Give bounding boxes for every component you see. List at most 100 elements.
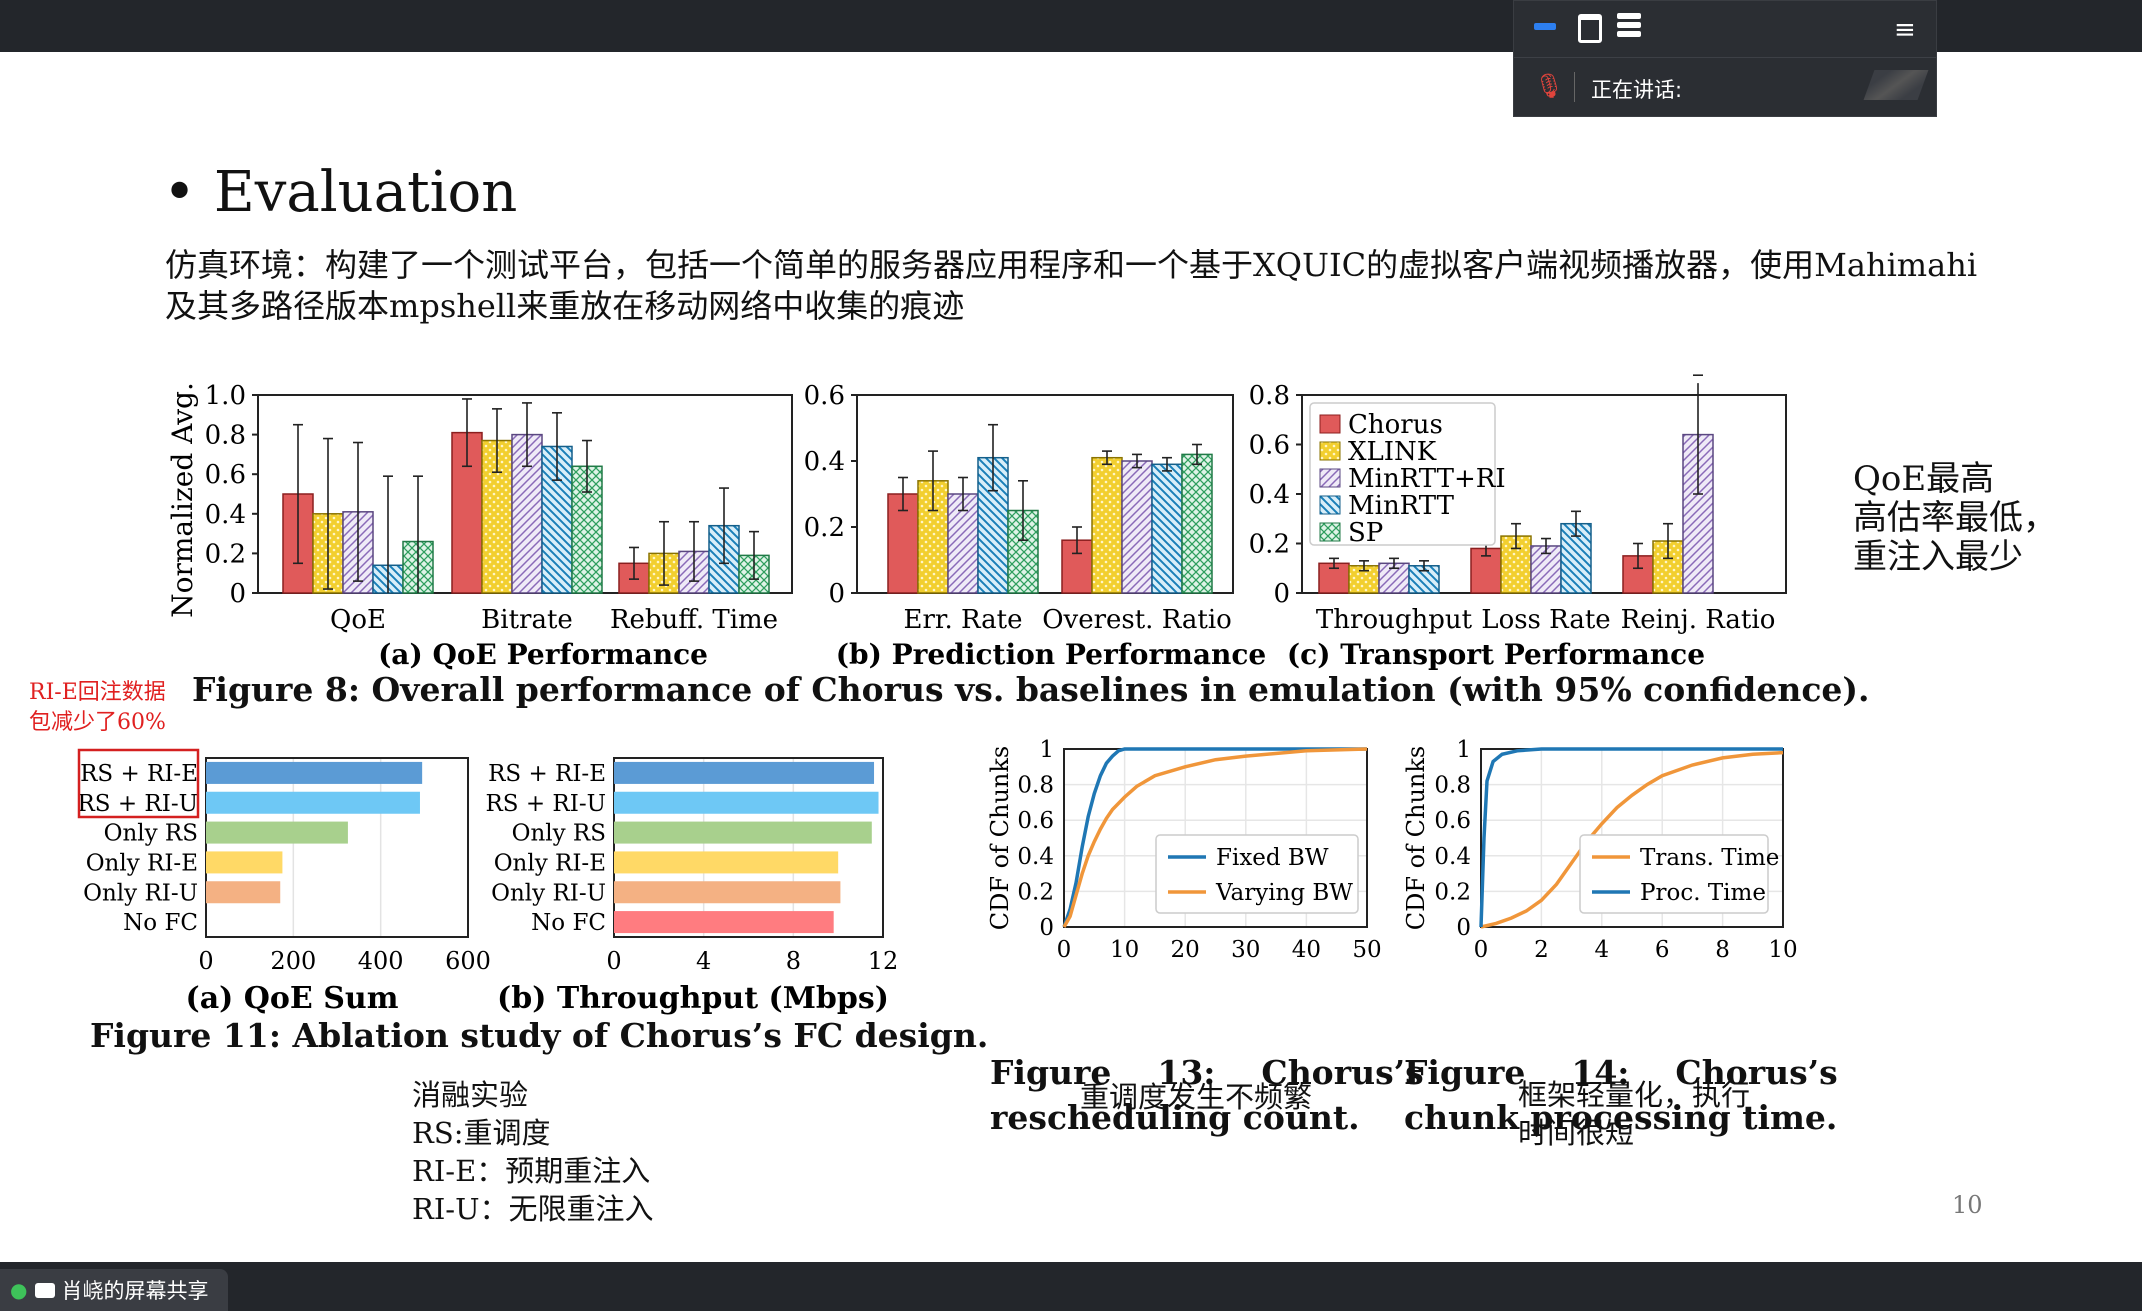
y-tick-label: 0.2 (1249, 530, 1290, 560)
legend-box (1155, 834, 1359, 914)
y-tick-label: 1.0 (205, 381, 246, 411)
fig11-b-subtitle: (b) Throughput (Mbps) (497, 981, 889, 1016)
x-category-label: Err. Rate (903, 605, 1022, 635)
y-category-label: No FC (123, 910, 198, 936)
y-tick-label: 0.2 (1434, 879, 1471, 905)
bar (618, 562, 650, 594)
y-category-label: Only RI-E (86, 850, 198, 876)
bar (678, 550, 710, 594)
legend-label: XLINK (1348, 437, 1437, 467)
legend-swatch (1319, 495, 1341, 515)
y-tick-label: 0.8 (1017, 773, 1054, 799)
legend-label: Trans. Time (1640, 845, 1779, 871)
x-tick-label: 600 (445, 947, 491, 975)
bar (1500, 535, 1532, 594)
x-tick-label: 8 (786, 947, 801, 975)
y-tick-label: 0.8 (205, 421, 246, 451)
meeting-bottom-bar (0, 1262, 2142, 1311)
plot-frame (1480, 748, 1784, 928)
y-tick-label: 1 (1039, 737, 1054, 763)
legend-label: Chorus (1348, 410, 1443, 440)
plot-frame (856, 394, 1234, 594)
bar (887, 493, 919, 594)
bar (1530, 545, 1562, 594)
bar (614, 851, 839, 874)
bar (402, 540, 434, 594)
bar (1121, 460, 1153, 594)
y-category-label: Only RI-E (494, 850, 606, 876)
y-tick-label: 0 (1039, 915, 1054, 941)
y-tick-label: 0.6 (1434, 808, 1471, 834)
screen-share-tab[interactable]: ● 肖峣的屏幕共享 (0, 1269, 228, 1311)
y-tick-label: 0.4 (804, 447, 845, 477)
bar (708, 524, 740, 594)
x-tick-label: 0 (606, 947, 621, 975)
y-tick-label: 0.8 (1434, 773, 1471, 799)
bar (977, 456, 1009, 594)
legend-box (1579, 834, 1769, 914)
plot-frame (205, 757, 469, 938)
fig8-c-subtitle: (c) Transport Performance (1287, 638, 1705, 671)
legend-label: SP (1348, 518, 1383, 548)
bar (282, 493, 314, 594)
bar (1470, 547, 1502, 594)
y-tick-label: 0.6 (1017, 808, 1054, 834)
y-category-label: Only RI-U (491, 880, 606, 906)
bar (1622, 555, 1654, 594)
bar (1318, 562, 1350, 594)
window-icon[interactable] (1578, 14, 1602, 43)
highlight-box (77, 748, 200, 819)
y-category-label: RS + RI-E (80, 761, 198, 787)
bar (312, 513, 344, 594)
bar (1091, 456, 1123, 594)
muted-mic-icon[interactable]: 🎙 (1534, 72, 1565, 100)
speaking-label: 正在讲话: (1591, 78, 1683, 102)
legend-label: Varying BW (1215, 880, 1353, 906)
fig13-caption: Figure 13: Chorus’s rescheduling count. (990, 1053, 1424, 1137)
bar (1408, 565, 1440, 594)
bar (614, 881, 841, 904)
bar (1061, 539, 1093, 594)
y-tick-label: 0.2 (804, 513, 845, 543)
legend-swatch (1319, 441, 1341, 461)
bar (1560, 522, 1592, 594)
x-category-label: Rebuff. Time (610, 605, 778, 635)
bar (206, 821, 348, 844)
minimize-icon[interactable] (1534, 23, 1556, 30)
x-category-label: Throughput (1316, 605, 1473, 635)
meeting-float-panel: ≡ 🎙 正在讲话: (1513, 0, 1937, 117)
cdf-line (1062, 747, 1367, 928)
y-tick-label: 0 (828, 579, 845, 609)
y-tick-label: 0.4 (1249, 480, 1290, 510)
y-category-label: RS + RI-U (77, 791, 198, 817)
x-tick-label: 0 (198, 947, 213, 975)
plot-frame (1301, 394, 1787, 594)
x-category-label: Overest. Ratio (1042, 605, 1232, 635)
collapse-panel-icon[interactable]: ≡ (1894, 15, 1916, 45)
y-tick-label: 0 (229, 579, 246, 609)
cdf-line (1479, 747, 1783, 928)
legend-label: Fixed BW (1216, 845, 1329, 871)
bar (1652, 540, 1684, 594)
slide-title: • Evaluation (163, 160, 518, 225)
y-tick-label: 0 (1456, 915, 1471, 941)
y-tick-label: 0 (1273, 579, 1290, 609)
bar (206, 851, 283, 874)
mic-icon[interactable]: ● (10, 1278, 28, 1302)
legend-swatch (1319, 468, 1341, 488)
bar (342, 511, 374, 594)
left-red-note: RI-E回注数据 包减少了60% (29, 680, 166, 735)
legend-label: MinRTT (1348, 491, 1455, 521)
x-tick-label: 4 (696, 947, 711, 975)
cdf-line (1480, 750, 1784, 929)
bar (614, 791, 879, 814)
y-tick-label: 0.4 (205, 500, 246, 530)
y-tick-label: 0.6 (205, 460, 246, 490)
bar (1007, 509, 1039, 594)
gallery-view-icon[interactable] (1617, 13, 1641, 39)
y-category-label: Only RI-U (83, 880, 198, 906)
fig13-ylabel: CDF of Chunks (986, 746, 1014, 930)
y-tick-label: 0.2 (1017, 879, 1054, 905)
y-tick-label: 0.6 (1249, 431, 1290, 461)
fig11-a-subtitle: (a) QoE Sum (186, 981, 399, 1016)
